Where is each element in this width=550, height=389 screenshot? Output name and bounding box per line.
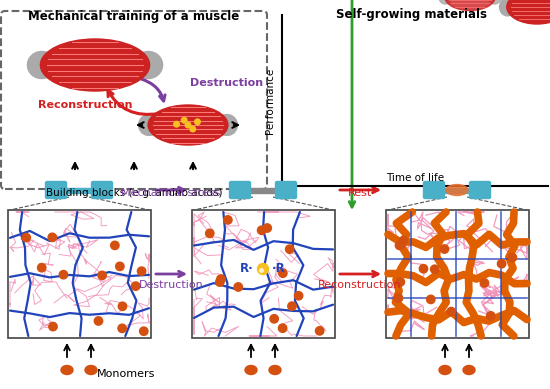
Circle shape xyxy=(116,262,124,271)
Circle shape xyxy=(294,291,303,300)
Circle shape xyxy=(111,241,119,250)
Ellipse shape xyxy=(139,115,159,135)
FancyBboxPatch shape xyxy=(1,11,267,189)
Circle shape xyxy=(440,245,449,253)
Circle shape xyxy=(285,245,294,253)
Circle shape xyxy=(138,267,146,275)
Circle shape xyxy=(190,126,196,132)
Text: Monomers: Monomers xyxy=(97,369,155,379)
Circle shape xyxy=(497,259,506,268)
Circle shape xyxy=(118,302,126,310)
Circle shape xyxy=(48,233,57,242)
Circle shape xyxy=(288,302,296,310)
Ellipse shape xyxy=(269,366,281,375)
Bar xyxy=(65,187,93,193)
Circle shape xyxy=(399,237,408,245)
Circle shape xyxy=(98,271,106,280)
Ellipse shape xyxy=(40,39,150,91)
Circle shape xyxy=(278,324,287,333)
Text: Destruction: Destruction xyxy=(139,280,204,290)
Bar xyxy=(249,187,277,193)
Text: Reconstruction: Reconstruction xyxy=(38,100,133,110)
Circle shape xyxy=(427,295,435,303)
Bar xyxy=(386,210,529,338)
FancyBboxPatch shape xyxy=(424,182,444,198)
Circle shape xyxy=(397,241,405,249)
Circle shape xyxy=(394,294,403,302)
Circle shape xyxy=(174,121,179,127)
Text: Destruction: Destruction xyxy=(190,78,263,88)
Ellipse shape xyxy=(439,0,452,4)
Ellipse shape xyxy=(217,115,238,135)
FancyBboxPatch shape xyxy=(229,182,250,198)
Ellipse shape xyxy=(499,0,515,16)
Circle shape xyxy=(49,322,57,331)
Circle shape xyxy=(118,324,127,333)
Ellipse shape xyxy=(445,0,495,11)
FancyBboxPatch shape xyxy=(46,182,67,198)
Circle shape xyxy=(234,283,243,291)
Text: Time of life: Time of life xyxy=(386,173,444,183)
Circle shape xyxy=(431,265,439,273)
Circle shape xyxy=(263,224,271,232)
Bar xyxy=(192,210,335,338)
Text: Mechanical stress: Mechanical stress xyxy=(122,188,221,198)
Circle shape xyxy=(257,226,266,235)
Text: Mechanical training of a muscle: Mechanical training of a muscle xyxy=(29,10,240,23)
FancyBboxPatch shape xyxy=(91,182,113,198)
Bar xyxy=(443,187,471,193)
Circle shape xyxy=(279,269,287,277)
Circle shape xyxy=(22,233,30,242)
FancyBboxPatch shape xyxy=(276,182,296,198)
Circle shape xyxy=(37,263,46,272)
Circle shape xyxy=(270,315,278,323)
Ellipse shape xyxy=(507,0,550,24)
Text: Performance: Performance xyxy=(265,67,275,134)
Ellipse shape xyxy=(463,366,475,375)
Circle shape xyxy=(185,122,191,128)
Circle shape xyxy=(206,229,214,238)
Bar xyxy=(8,210,151,338)
Ellipse shape xyxy=(61,366,73,375)
Circle shape xyxy=(260,269,263,272)
Circle shape xyxy=(216,278,224,286)
Text: R·: R· xyxy=(240,263,254,275)
Ellipse shape xyxy=(488,0,501,4)
Ellipse shape xyxy=(148,105,228,145)
Circle shape xyxy=(59,270,68,279)
Circle shape xyxy=(447,307,455,316)
Circle shape xyxy=(396,278,405,286)
Text: Reconstruction: Reconstruction xyxy=(318,280,402,290)
Circle shape xyxy=(316,327,324,335)
Ellipse shape xyxy=(85,366,97,375)
Circle shape xyxy=(419,265,428,273)
Circle shape xyxy=(395,241,404,250)
Text: Building blocks (e.g. amino acids): Building blocks (e.g. amino acids) xyxy=(46,188,222,198)
Circle shape xyxy=(94,317,103,325)
Text: ·R: ·R xyxy=(272,263,286,275)
Ellipse shape xyxy=(245,366,257,375)
Ellipse shape xyxy=(134,51,163,79)
Circle shape xyxy=(217,275,225,283)
Ellipse shape xyxy=(28,51,56,79)
Circle shape xyxy=(480,279,488,287)
Circle shape xyxy=(182,117,187,123)
FancyBboxPatch shape xyxy=(470,182,491,198)
Circle shape xyxy=(508,253,516,262)
Text: Rest: Rest xyxy=(348,188,372,198)
Circle shape xyxy=(131,282,140,290)
Ellipse shape xyxy=(446,184,468,196)
Ellipse shape xyxy=(439,366,451,375)
Circle shape xyxy=(140,327,148,335)
Text: Self-growing materials: Self-growing materials xyxy=(337,8,487,21)
Circle shape xyxy=(195,119,200,124)
Circle shape xyxy=(487,312,495,320)
Circle shape xyxy=(257,263,268,275)
Circle shape xyxy=(224,216,232,224)
